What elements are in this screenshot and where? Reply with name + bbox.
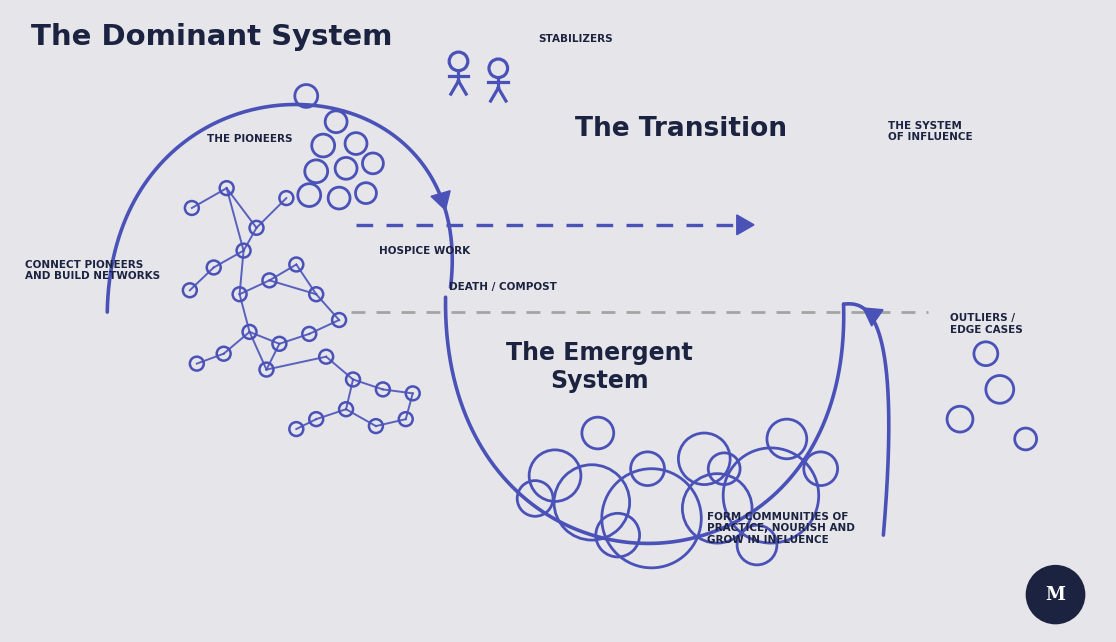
Text: THE SYSTEM
OF INFLUENCE: THE SYSTEM OF INFLUENCE: [888, 121, 973, 143]
Text: CONNECT PIONEERS
AND BUILD NETWORKS: CONNECT PIONEERS AND BUILD NETWORKS: [25, 259, 160, 281]
Text: STABILIZERS: STABILIZERS: [538, 35, 613, 44]
Text: M: M: [1046, 586, 1066, 603]
Text: DEATH / COMPOST: DEATH / COMPOST: [449, 282, 557, 292]
Text: The Emergent
System: The Emergent System: [507, 341, 693, 392]
Text: The Transition: The Transition: [575, 116, 787, 142]
Polygon shape: [863, 308, 883, 326]
Text: The Dominant System: The Dominant System: [30, 22, 392, 51]
Text: FORM COMMUNITIES OF
PRACTICE, NOURISH AND
GROW IN INFLUENCE: FORM COMMUNITIES OF PRACTICE, NOURISH AN…: [708, 512, 855, 545]
Text: OUTLIERS /
EDGE CASES: OUTLIERS / EDGE CASES: [950, 313, 1022, 334]
Text: THE PIONEERS: THE PIONEERS: [206, 134, 292, 144]
Polygon shape: [431, 191, 450, 210]
Text: HOSPICE WORK: HOSPICE WORK: [379, 246, 470, 256]
Polygon shape: [737, 215, 754, 235]
Circle shape: [1026, 565, 1086, 625]
